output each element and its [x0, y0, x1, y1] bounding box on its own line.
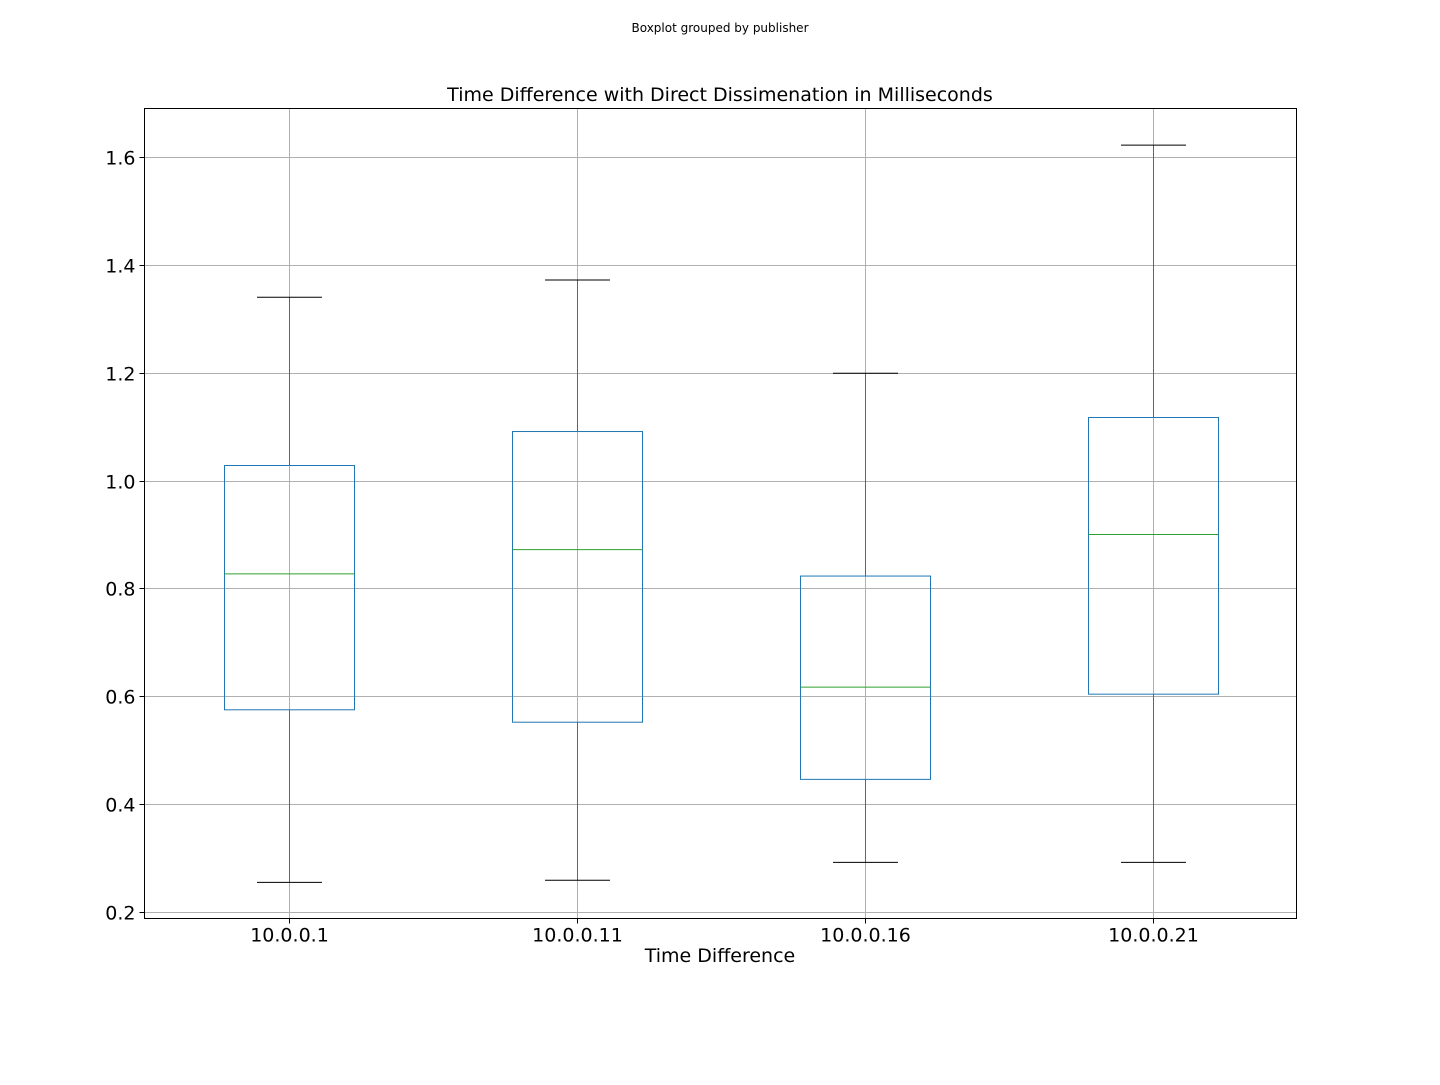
x-axis-label: Time Difference: [644, 945, 796, 967]
y-tick-label: 0.2: [105, 903, 135, 925]
y-tick-label: 1.6: [105, 148, 135, 170]
plot-area-frame: [144, 108, 1297, 919]
x-axis: 10.0.0.1 10.0.0.11 10.0.0.16 10.0.0.21: [250, 918, 1199, 947]
box-iqr: [800, 575, 931, 780]
y-tick-label: 1.0: [105, 472, 135, 494]
box-iqr: [1088, 417, 1219, 695]
box-series: [224, 144, 1219, 883]
y-tick-label: 0.4: [105, 795, 135, 817]
chart-suptitle: Boxplot grouped by publisher: [632, 21, 809, 35]
x-tick-label: 10.0.0.11: [532, 925, 623, 947]
x-tick-label: 10.0.0.21: [1108, 925, 1199, 947]
y-tick-label: 1.4: [105, 256, 135, 278]
box-iqr: [512, 431, 643, 723]
y-axis: 0.2 0.4 0.6 0.8 1.0 1.2 1.4 1.6: [105, 148, 145, 925]
y-tick-label: 1.2: [105, 364, 135, 386]
y-tick-label: 0.6: [105, 687, 135, 709]
x-tick-label: 10.0.0.1: [250, 925, 329, 947]
chart-title: Time Difference with Direct Dissimenatio…: [446, 84, 993, 106]
x-tick-label: 10.0.0.16: [820, 925, 911, 947]
grid-lines: [144, 108, 1297, 919]
box-iqr: [224, 465, 355, 711]
y-tick-label: 0.8: [105, 579, 135, 601]
